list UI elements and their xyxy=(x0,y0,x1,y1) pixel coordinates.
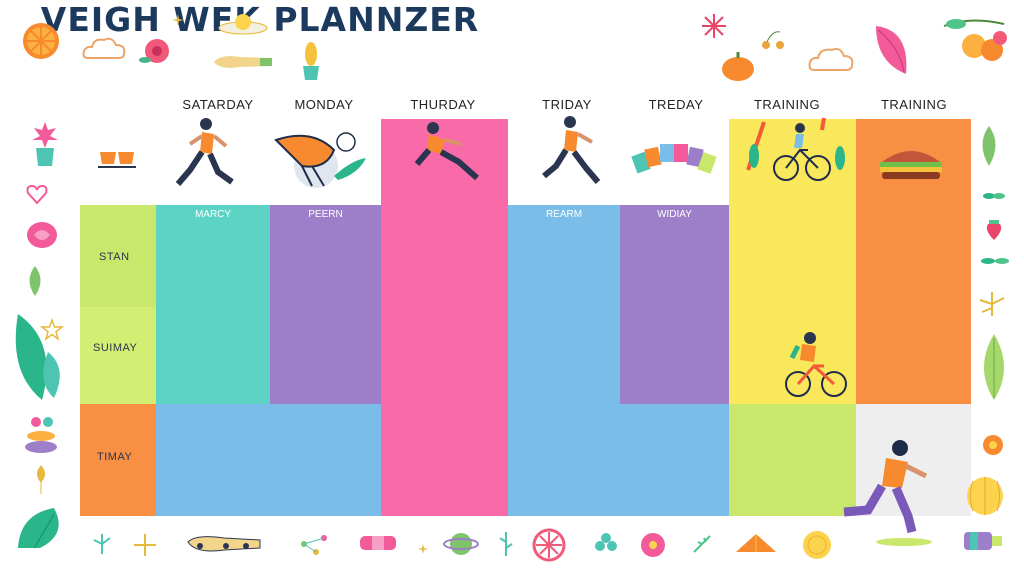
column-header-6: TRAINING xyxy=(753,97,821,112)
purple-block-2[interactable] xyxy=(620,205,729,404)
skateboard-icon xyxy=(214,56,272,68)
strawberry-icon xyxy=(986,220,1002,240)
planet-icon xyxy=(443,533,479,555)
leaf-icon xyxy=(876,26,907,74)
cell-label-1: MARCY xyxy=(194,209,232,220)
cell-label-4: WIDIAY xyxy=(657,209,692,220)
flower-icon-2 xyxy=(983,435,1003,455)
row-label-1: STAN xyxy=(99,251,130,263)
cell-label-3: REARM xyxy=(545,209,583,220)
pumpkin-icon xyxy=(722,52,754,81)
blossom-icon xyxy=(641,533,665,557)
cyclist-icon xyxy=(746,117,845,181)
small-leaves-icon xyxy=(983,193,1005,199)
sun-dish-icon xyxy=(218,14,268,35)
column-header-1: SATARDAY xyxy=(182,97,254,112)
fern-icon xyxy=(982,126,996,166)
blue-block-left[interactable] xyxy=(156,404,381,516)
big-leaf-icon xyxy=(15,314,60,400)
bandage-icon xyxy=(360,536,396,550)
lime-block[interactable] xyxy=(729,404,856,516)
potted-plant-icon xyxy=(303,42,319,80)
seed-sprig-icon xyxy=(93,534,111,554)
branch-icon xyxy=(979,292,1005,316)
flower-icon xyxy=(139,39,169,63)
sparkle-icon xyxy=(172,14,184,26)
sparkle-icon-2 xyxy=(702,14,726,38)
rose-icon xyxy=(27,222,57,248)
fabric-swatches-icon xyxy=(631,144,717,174)
orange-slice-icon xyxy=(23,23,59,59)
monstera-icon xyxy=(18,508,59,549)
leaf-icon-2 xyxy=(29,266,41,296)
pink-column[interactable] xyxy=(381,119,508,516)
row-label-cell-3 xyxy=(80,404,156,516)
sprig-icon-2 xyxy=(693,535,711,553)
column-header-2: MONDAY xyxy=(294,97,354,112)
jumping-runner-icon xyxy=(414,122,479,181)
bird-icon xyxy=(274,132,366,188)
small-leaves-icon-2 xyxy=(981,258,1009,264)
cell-label-2: PEERN xyxy=(308,209,343,220)
column-header-5: TREDAY xyxy=(648,97,704,112)
star-icon xyxy=(39,317,65,341)
stacked-stones-icon xyxy=(25,417,57,453)
row-label-cell-1 xyxy=(80,205,156,307)
cloud-icon-2 xyxy=(808,47,854,71)
melon-icon xyxy=(967,477,1003,515)
burger-icon xyxy=(880,151,942,179)
sparkle-icon-3 xyxy=(134,534,156,556)
molecule-icon xyxy=(301,535,327,555)
teal-block[interactable] xyxy=(156,205,270,404)
bottle-icon xyxy=(964,532,1002,550)
sprig-icon xyxy=(499,532,513,556)
row-label-2: SUIMAY xyxy=(93,342,138,354)
fruit-branch-icon xyxy=(943,19,1007,61)
pink-flower-plant-icon xyxy=(32,122,58,166)
teacup-icon xyxy=(98,152,136,168)
runner-icon-2 xyxy=(542,116,601,184)
lemon-icon xyxy=(803,531,831,559)
skateboard-icon-2 xyxy=(187,536,261,552)
clover-icon xyxy=(595,533,617,551)
blue-block-1[interactable] xyxy=(508,205,620,404)
row-label-cell-2 xyxy=(80,307,156,404)
runner-icon-3 xyxy=(843,440,932,546)
wheat-icon xyxy=(37,465,45,494)
heart-icon xyxy=(26,184,48,205)
row-label-3: TIMAY xyxy=(97,451,133,463)
column-header-4: TRIDAY xyxy=(542,97,592,112)
column-header-3: THURDAY xyxy=(410,97,476,112)
column-header-7: TRAINING xyxy=(880,97,948,112)
kite-icon xyxy=(736,534,776,552)
blue-block-right[interactable] xyxy=(508,404,729,516)
cloud-icon xyxy=(82,37,126,59)
sparkle-icon-4 xyxy=(418,544,428,554)
citrus-wheel-icon xyxy=(532,528,566,562)
purple-block-1[interactable] xyxy=(270,205,381,404)
tall-leaf-icon xyxy=(984,334,1004,400)
cyclist-icon-2 xyxy=(785,332,847,397)
runner-icon xyxy=(175,118,234,186)
cherries-icon xyxy=(762,31,784,49)
